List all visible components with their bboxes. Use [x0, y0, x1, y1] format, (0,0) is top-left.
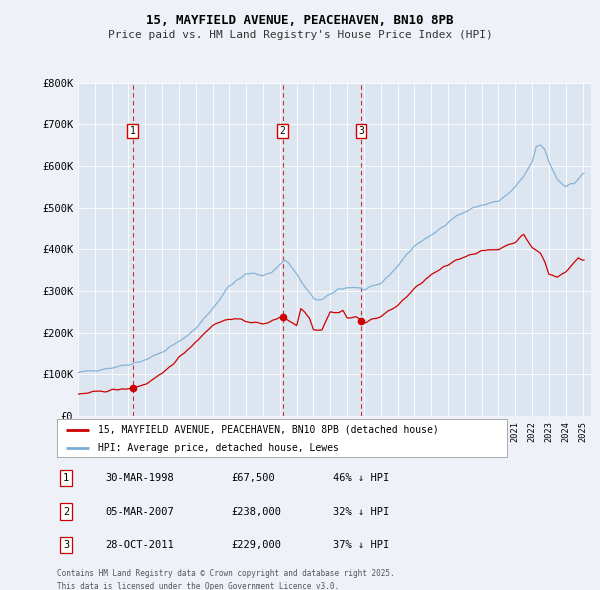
Text: 3: 3: [63, 540, 69, 550]
Text: 30-MAR-1998: 30-MAR-1998: [105, 473, 174, 483]
Text: 3: 3: [358, 126, 364, 136]
Text: 15, MAYFIELD AVENUE, PEACEHAVEN, BN10 8PB (detached house): 15, MAYFIELD AVENUE, PEACEHAVEN, BN10 8P…: [97, 425, 438, 435]
Text: 46% ↓ HPI: 46% ↓ HPI: [333, 473, 389, 483]
Text: £238,000: £238,000: [231, 507, 281, 516]
Text: 2: 2: [63, 507, 69, 516]
Text: 32% ↓ HPI: 32% ↓ HPI: [333, 507, 389, 516]
Text: 2: 2: [280, 126, 286, 136]
Text: Price paid vs. HM Land Registry's House Price Index (HPI): Price paid vs. HM Land Registry's House …: [107, 31, 493, 40]
Text: £67,500: £67,500: [231, 473, 275, 483]
Text: 05-MAR-2007: 05-MAR-2007: [105, 507, 174, 516]
Text: 28-OCT-2011: 28-OCT-2011: [105, 540, 174, 550]
Text: 1: 1: [130, 126, 136, 136]
Text: 1: 1: [63, 473, 69, 483]
Text: 37% ↓ HPI: 37% ↓ HPI: [333, 540, 389, 550]
Text: 15, MAYFIELD AVENUE, PEACEHAVEN, BN10 8PB: 15, MAYFIELD AVENUE, PEACEHAVEN, BN10 8P…: [146, 14, 454, 27]
Text: Contains HM Land Registry data © Crown copyright and database right 2025.
This d: Contains HM Land Registry data © Crown c…: [57, 569, 395, 590]
Text: £229,000: £229,000: [231, 540, 281, 550]
Text: HPI: Average price, detached house, Lewes: HPI: Average price, detached house, Lewe…: [97, 442, 338, 453]
